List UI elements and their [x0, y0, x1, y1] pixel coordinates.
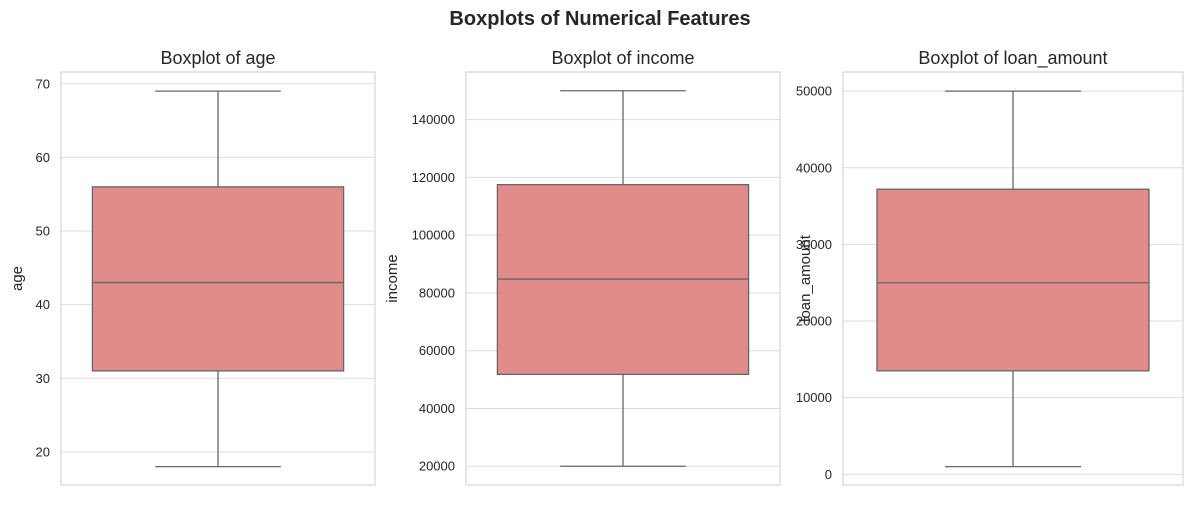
plot-area-frame	[60, 71, 376, 486]
plot-area-frame	[465, 71, 781, 486]
chart-panel-3: 0 10000 20000 30000 40000 50000 Boxplot of loa…	[796, 48, 1184, 486]
panel-title: Boxplot of age	[160, 48, 275, 68]
y-tick-label: 140000	[412, 112, 455, 127]
panel-title: Boxplot of loan_amount	[918, 48, 1107, 69]
iqr-box	[91, 186, 345, 372]
chart-panel-1: 20 30 40 50 60 70 Boxplot of age age	[9, 48, 376, 486]
y-axis-label: income	[384, 254, 401, 302]
iqr-box	[876, 188, 1150, 372]
y-tick-label: 50	[36, 224, 50, 239]
y-tick-label: 60	[36, 150, 50, 165]
plot-area-frame	[842, 71, 1184, 486]
panel-title: Boxplot of income	[551, 48, 694, 68]
y-tick-label: 20000	[419, 459, 455, 474]
y-tick-label: 60000	[419, 343, 455, 358]
chart-panels: 20 30 40 50 60 70 Boxplot of age age 20000 40000 6…	[9, 48, 1184, 486]
y-tick-label: 30	[36, 371, 50, 386]
y-tick-label: 40000	[796, 160, 832, 175]
y-tick-label: 70	[36, 76, 50, 91]
y-tick-label: 80000	[419, 285, 455, 300]
y-tick-label: 20	[36, 444, 50, 459]
y-tick-label: 10000	[796, 390, 832, 405]
y-tick-label: 40000	[419, 401, 455, 416]
figure-title: Boxplots of Numerical Features	[449, 8, 750, 30]
y-tick-label: 50000	[796, 84, 832, 99]
y-axis-label: age	[9, 266, 26, 291]
y-tick-label: 100000	[412, 228, 455, 243]
y-tick-label: 40	[36, 297, 50, 312]
y-tick-label: 30000	[796, 237, 832, 252]
y-tick-label: 120000	[412, 170, 455, 185]
chart-panel-2: 20000 40000 60000 80000 100000 120000 140000 Bo…	[384, 48, 781, 486]
y-axis-label: loan_amount	[797, 234, 814, 322]
y-tick-label: 0	[825, 467, 832, 482]
y-tick-label: 20000	[796, 314, 832, 329]
